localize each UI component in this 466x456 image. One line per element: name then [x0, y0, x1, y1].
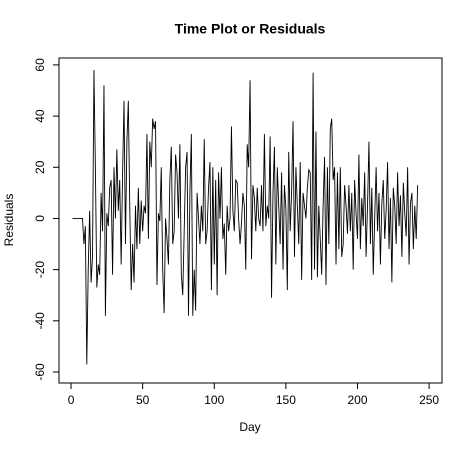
y-tick-label: 0	[33, 215, 47, 222]
x-tick-label: 0	[68, 393, 75, 407]
y-tick-label: 20	[33, 160, 47, 174]
y-tick-label: -20	[33, 261, 47, 279]
y-tick-label: -60	[33, 363, 47, 381]
x-tick-label: 50	[136, 393, 150, 407]
chart-title: Time Plot or Residuals	[175, 21, 326, 37]
y-tick-label: 60	[33, 58, 47, 72]
y-tick-label: -40	[33, 312, 47, 330]
x-tick-label: 200	[347, 393, 367, 407]
x-axis-label: Day	[239, 420, 260, 434]
y-tick-label: 40	[33, 109, 47, 123]
y-axis-label: Residuals	[2, 194, 16, 247]
plot-frame	[58, 57, 443, 384]
line	[72, 70, 419, 365]
x-tick-label: 150	[276, 393, 296, 407]
x-tick-label: 100	[204, 393, 224, 407]
x-tick-label: 250	[419, 393, 439, 407]
